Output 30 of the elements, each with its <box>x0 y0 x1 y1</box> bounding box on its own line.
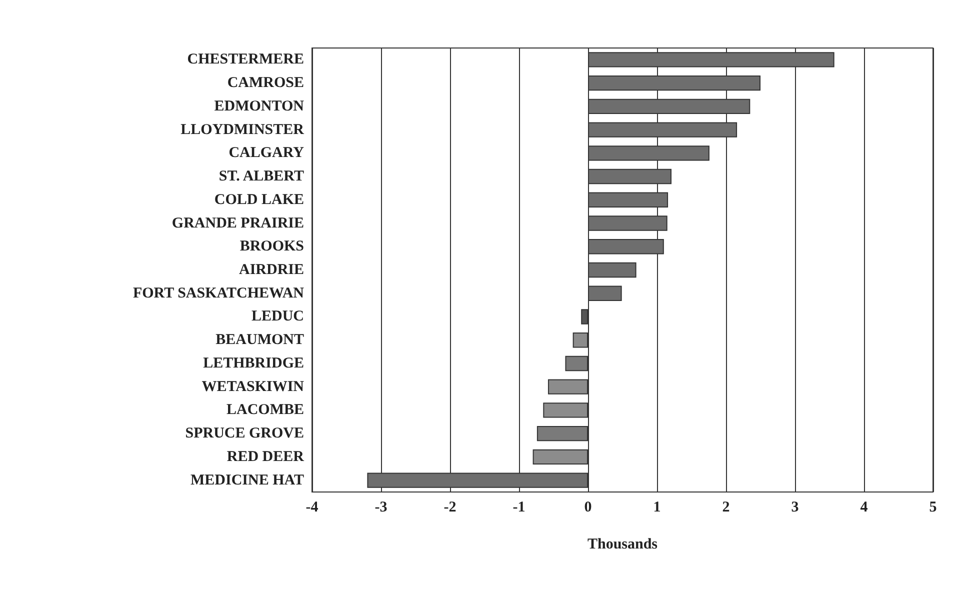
x-axis-title: Thousands <box>587 536 658 552</box>
x-tick-label: 5 <box>929 500 937 516</box>
y-tick-label: LEDUC <box>251 308 304 325</box>
y-tick-label: CHESTERMERE <box>187 52 304 68</box>
y-tick-label: CAMROSE <box>227 75 304 92</box>
y-tick-label: BEAUMONT <box>216 332 304 348</box>
y-tick-label: ST. ALBERT <box>218 168 304 185</box>
y-tick-label: WETASKIWIN <box>202 378 304 395</box>
y-tick-label: SPRUCE GROVE <box>185 426 304 442</box>
y-tick-label: GRANDE PRAIRIE <box>172 215 304 232</box>
x-tick-label: -3 <box>374 500 388 516</box>
y-tick-label: COLD LAKE <box>214 192 304 208</box>
x-tick-label: -2 <box>444 500 456 516</box>
x-tick-label: 2 <box>722 500 730 516</box>
y-tick-label: LACOMBE <box>226 402 304 418</box>
x-tick-label: 3 <box>791 500 799 516</box>
y-tick-label: EDMONTON <box>214 98 304 114</box>
x-tick-label: 0 <box>584 500 592 516</box>
y-tick-label: MEDICINE HAT <box>190 472 304 488</box>
x-tick-label: 4 <box>860 500 868 516</box>
x-tick-label: -1 <box>512 500 526 516</box>
y-tick-label: RED DEER <box>226 448 304 465</box>
y-tick-label: BROOKS <box>240 238 304 255</box>
y-tick-label: LETHBRIDGE <box>203 355 304 372</box>
x-tick-label: -4 <box>306 500 319 516</box>
y-tick-label: FORT SASKATCHEWAN <box>132 285 304 302</box>
y-tick-label: AIRDRIE <box>238 262 304 278</box>
y-tick-label: LLOYDMINSTER <box>180 122 304 138</box>
y-tick-label: CALGARY <box>228 145 304 162</box>
x-tick-label: 1 <box>653 500 661 516</box>
